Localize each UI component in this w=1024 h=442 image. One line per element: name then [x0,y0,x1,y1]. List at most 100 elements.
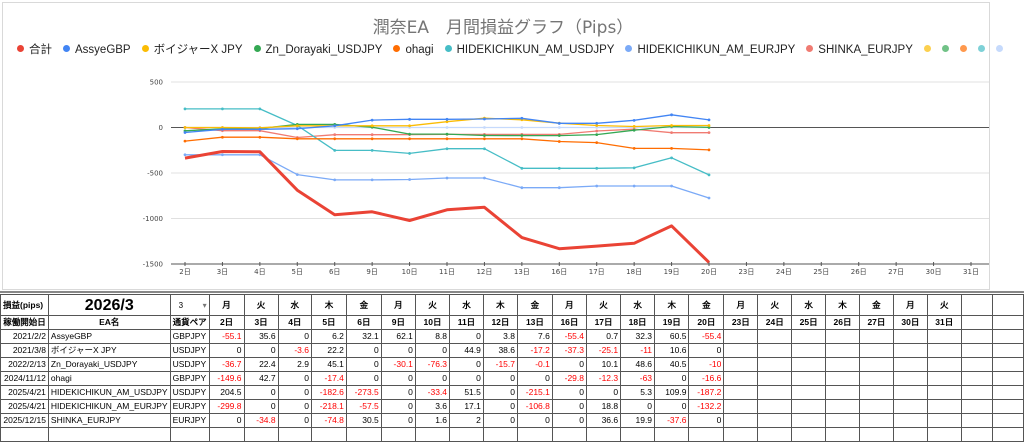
pnl-cell[interactable]: -30.1 [380,357,416,372]
pnl-cell[interactable] [960,329,993,344]
pnl-cell[interactable] [723,329,759,344]
pnl-cell[interactable]: -15.7 [482,357,518,372]
pnl-cell[interactable] [892,399,928,414]
empty-cell[interactable] [620,427,656,442]
legend-item[interactable] [959,44,972,56]
pnl-cell[interactable] [926,385,962,400]
empty-cell[interactable] [414,427,451,442]
pnl-cell[interactable]: 0 [516,413,553,428]
empty-cell[interactable] [892,427,928,442]
empty-cell[interactable] [380,427,416,442]
pnl-cell[interactable]: 0 [688,413,725,428]
pnl-cell[interactable]: 0 [688,343,725,358]
pnl-cell[interactable]: 10.1 [585,357,622,372]
pnl-cell[interactable] [858,413,894,428]
empty-cell[interactable] [311,427,347,442]
pnl-cell[interactable]: 38.6 [482,343,518,358]
pnl-cell[interactable]: 0 [414,343,451,358]
pnl-cell[interactable] [791,385,827,400]
pnl-cell[interactable]: 42.7 [243,371,279,386]
pnl-cell[interactable] [825,343,860,358]
start-date-cell[interactable]: 2021/2/2 [0,329,49,344]
pnl-cell[interactable] [791,357,827,372]
pnl-cell[interactable]: 10.6 [654,343,690,358]
legend-item[interactable]: Zn_Dorayaki_USDJPY [253,44,382,56]
pnl-cell[interactable]: -215.1 [516,385,553,400]
pnl-cell[interactable] [892,343,928,358]
empty-cell[interactable] [858,427,894,442]
legend-item[interactable] [941,44,954,56]
pnl-cell[interactable] [991,385,1024,400]
pnl-cell[interactable] [892,357,928,372]
pnl-cell[interactable] [723,385,759,400]
empty-cell[interactable] [791,427,827,442]
pnl-cell[interactable]: 0 [243,385,279,400]
start-date-cell[interactable]: 2025/4/21 [0,399,49,414]
pnl-cell[interactable] [926,399,962,414]
pnl-cell[interactable]: 0 [654,371,690,386]
pnl-cell[interactable]: 51.5 [449,385,484,400]
pnl-cell[interactable]: 0 [345,357,382,372]
pnl-cell[interactable] [825,385,860,400]
pnl-cell[interactable] [723,399,759,414]
pnl-cell[interactable] [791,371,827,386]
pnl-cell[interactable]: -17.4 [311,371,347,386]
pair-cell[interactable]: GBPJPY [169,329,210,344]
pnl-cell[interactable]: 0 [516,371,553,386]
empty-cell[interactable] [0,427,49,442]
legend-item[interactable] [995,44,1008,56]
pnl-cell[interactable]: 0 [277,385,313,400]
pnl-cell[interactable] [858,357,894,372]
pnl-cell[interactable]: -37.3 [551,343,588,358]
pnl-cell[interactable] [960,343,993,358]
pnl-cell[interactable]: 2.9 [277,357,313,372]
pnl-cell[interactable]: -11 [620,343,656,358]
pnl-cell[interactable] [858,399,894,414]
start-date-cell[interactable]: 2025/12/15 [0,413,49,428]
empty-cell[interactable] [723,427,759,442]
legend-item[interactable]: HIDEKICHIKUN_AM_USDJPY [444,44,614,56]
pnl-cell[interactable]: 0 [243,343,279,358]
pnl-cell[interactable] [858,385,894,400]
pnl-cell[interactable]: 22.4 [243,357,279,372]
pnl-cell[interactable]: 62.1 [380,329,416,344]
pnl-cell[interactable] [960,357,993,372]
pnl-cell[interactable] [723,413,759,428]
legend-item[interactable] [977,44,990,56]
pnl-cell[interactable]: 2 [449,413,484,428]
pnl-cell[interactable] [757,413,793,428]
pnl-cell[interactable]: -299.8 [208,399,245,414]
pnl-cell[interactable]: 44.9 [449,343,484,358]
pnl-cell[interactable]: -76.3 [414,357,451,372]
pnl-cell[interactable]: 0 [277,413,313,428]
pnl-cell[interactable]: 35.6 [243,329,279,344]
legend-item[interactable]: ohagi [393,44,434,56]
empty-cell[interactable] [47,427,171,442]
pnl-cell[interactable]: 19.9 [620,413,656,428]
pnl-cell[interactable] [991,371,1024,386]
pnl-cell[interactable]: 0 [482,371,518,386]
pnl-cell[interactable]: 0 [345,343,382,358]
pnl-cell[interactable] [723,343,759,358]
pnl-cell[interactable]: -10 [688,357,725,372]
pnl-cell[interactable]: 32.1 [345,329,382,344]
pnl-cell[interactable] [892,413,928,428]
pnl-cell[interactable]: -3.6 [277,343,313,358]
empty-cell[interactable] [926,427,962,442]
pnl-cell[interactable]: 5.3 [620,385,656,400]
pnl-cell[interactable]: 0 [551,413,588,428]
pnl-cell[interactable] [791,329,827,344]
pnl-cell[interactable] [991,343,1024,358]
pnl-cell[interactable]: 0 [482,385,518,400]
pnl-cell[interactable]: -182.6 [311,385,347,400]
pnl-cell[interactable]: 0 [449,329,484,344]
pnl-cell[interactable] [960,385,993,400]
ea-name-cell[interactable]: HIDEKICHIKUN_AM_EURJPY [47,399,171,414]
ea-name-cell[interactable]: ボイジャーX JPY [47,343,171,358]
pair-cell[interactable]: EURJPY [169,413,210,428]
pnl-cell[interactable]: 8.8 [414,329,451,344]
start-date-cell[interactable]: 2021/3/8 [0,343,49,358]
legend-item[interactable] [923,44,936,56]
ea-name-cell[interactable]: HIDEKICHIKUN_AM_USDJPY [47,385,171,400]
pnl-cell[interactable] [825,357,860,372]
